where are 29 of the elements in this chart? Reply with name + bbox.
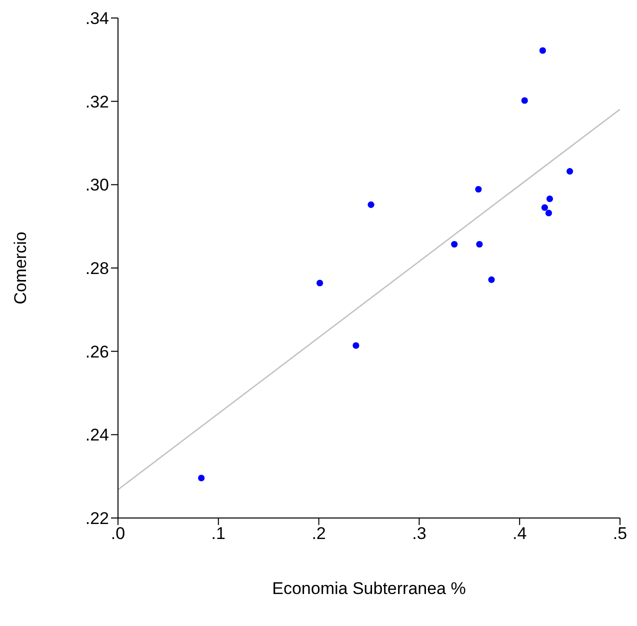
point [488,276,495,283]
y-tick-label: .30 [85,176,109,195]
x-tick-label: .2 [312,524,326,544]
point [475,186,482,193]
x-axis-title: Economia Subterranea % [272,579,466,598]
y-axis-title: Comercio [11,232,30,304]
x-tick-label: .0 [110,524,126,544]
point [451,240,458,248]
point [541,204,548,211]
x-tick-label: .4 [512,524,527,544]
y-tick-label: .32 [85,92,109,112]
x-tick-label: .1 [211,524,226,544]
point [368,201,374,208]
y-tick-label: .26 [85,342,109,362]
point [521,97,528,104]
point [546,196,554,202]
x-tick-label: .5 [612,524,628,544]
point [539,47,546,54]
point [198,474,205,482]
x-tick-label: .3 [412,524,426,544]
point [476,240,483,248]
point [566,168,574,175]
point [352,342,360,349]
point [545,210,552,216]
y-tick-label: .24 [85,426,109,445]
point [316,280,324,286]
y-tick-label: .34 [85,9,109,28]
y-tick-label: .22 [85,509,109,528]
y-tick-label: .28 [85,259,109,278]
